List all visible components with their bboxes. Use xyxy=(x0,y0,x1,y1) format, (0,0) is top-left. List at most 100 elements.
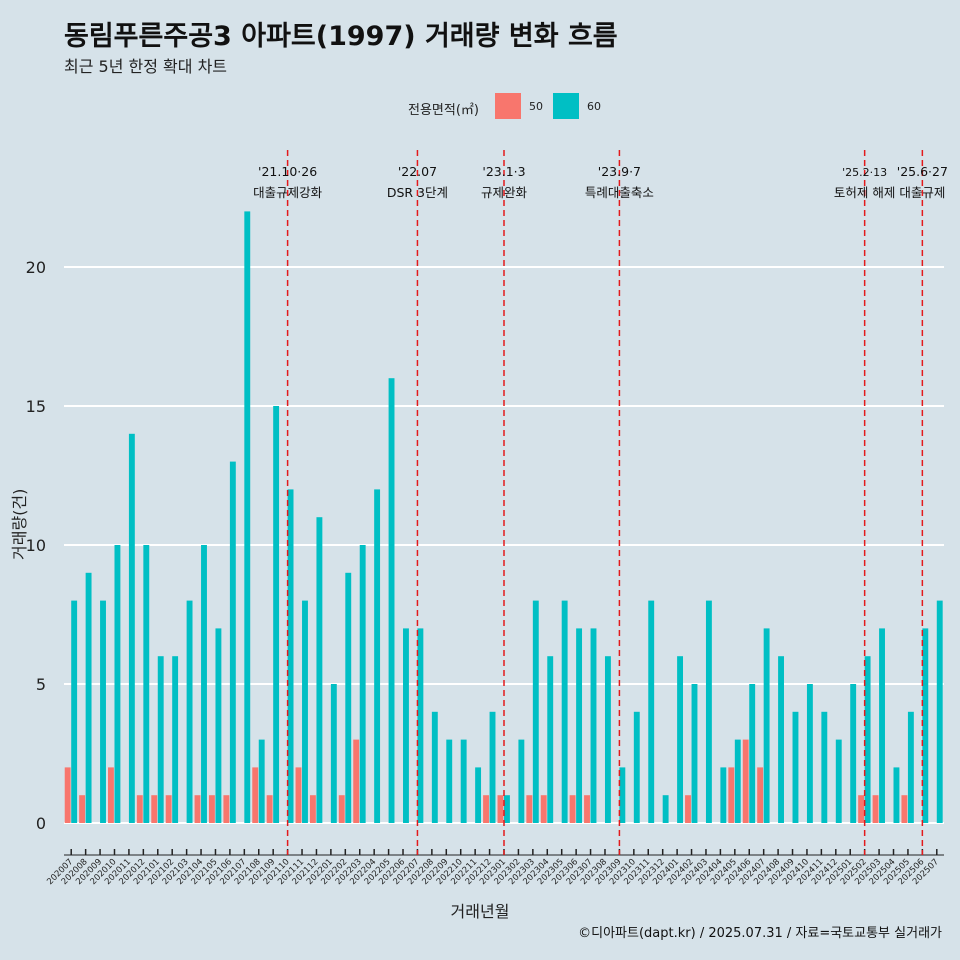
bar-60-202302 xyxy=(518,739,525,823)
bar-60-202405 xyxy=(734,739,741,823)
bar-60-202404 xyxy=(720,767,727,823)
bar-60-202501 xyxy=(850,684,857,823)
y-tick-label-20: 20 xyxy=(26,258,46,277)
event-date-202110: '21.10·26 xyxy=(258,164,317,179)
bar-60-202403 xyxy=(705,600,712,823)
bar-60-202203 xyxy=(359,545,366,823)
bar-60-202402 xyxy=(691,684,698,823)
event-date-202207: '22.07 xyxy=(398,164,437,179)
bar-50-202402 xyxy=(685,795,691,823)
bar-60-202301 xyxy=(504,795,510,823)
bar-50-202012 xyxy=(136,795,143,823)
bar-50-202101 xyxy=(151,795,158,823)
event-date-202309: '23.9·7 xyxy=(598,164,641,179)
bar-50-202010 xyxy=(108,767,114,823)
bar-50-202112 xyxy=(309,795,316,823)
bar-60-202310 xyxy=(633,711,640,823)
bar-50-202405 xyxy=(728,767,735,823)
bar-60-202307 xyxy=(590,628,597,823)
bar-50-202202 xyxy=(338,795,345,823)
bar-60-202309 xyxy=(619,767,626,823)
bar-60-202411 xyxy=(821,711,828,823)
legend: 전용면적(㎡) 50 60 xyxy=(0,92,960,122)
bar-60-202503 xyxy=(879,628,885,823)
bar-50-202303 xyxy=(526,795,533,823)
bar-60-202304 xyxy=(547,656,554,823)
chart-subtitle: 최근 5년 한정 확대 차트 xyxy=(64,57,228,76)
chart-title: 동림푸른주공3 아파트(1997) 거래량 변화 흐름 xyxy=(64,21,618,52)
event-date-202301: '23.1·3 xyxy=(482,164,525,179)
event-label-202502: 토허제 해제 xyxy=(834,185,895,200)
bar-60-202504 xyxy=(893,767,900,823)
bar-60-202407 xyxy=(763,628,770,823)
bar-60-202208 xyxy=(431,711,438,823)
event-label-202301: 규제완화 xyxy=(481,185,528,200)
legend-label-50: 50 xyxy=(529,100,543,113)
bar-50-202505 xyxy=(901,795,908,823)
bar-60-202206 xyxy=(403,628,409,823)
bar-60-202507 xyxy=(936,600,943,823)
bar-60-202105 xyxy=(215,628,222,823)
bar-50-202307 xyxy=(584,795,590,823)
bar-50-202111 xyxy=(295,767,302,823)
bar-60-202107 xyxy=(244,211,251,823)
bar-60-202412 xyxy=(835,739,842,823)
bar-60-202211 xyxy=(475,767,482,823)
bar-60-202103 xyxy=(186,600,193,823)
event-date-202502: '25.2·13 xyxy=(842,166,887,179)
bar-60-202102 xyxy=(172,656,179,823)
bar-60-202007 xyxy=(71,600,78,823)
bar-60-202401 xyxy=(677,656,684,823)
bar-60-202108 xyxy=(258,739,265,823)
bar-60-202011 xyxy=(128,433,135,823)
bar-60-202008 xyxy=(85,572,92,823)
bar-50-202104 xyxy=(194,795,201,823)
bar-60-202110 xyxy=(287,489,294,823)
legend-key-60 xyxy=(553,93,579,119)
bar-60-202312 xyxy=(662,795,669,823)
bar-60-202104 xyxy=(201,545,207,823)
bar-60-202209 xyxy=(446,739,453,823)
bar-50-202503 xyxy=(872,795,879,823)
bar-60-202111 xyxy=(302,600,308,823)
bar-60-202308 xyxy=(604,656,611,823)
legend-key-50 xyxy=(495,93,521,119)
bar-60-202106 xyxy=(229,461,236,823)
event-date-202506: '25.6·27 xyxy=(897,164,948,179)
y-tick-label-15: 15 xyxy=(26,397,46,416)
bar-60-202012 xyxy=(143,545,150,823)
y-tick-label-10: 10 xyxy=(26,536,46,555)
caption: ©디아파트(dapt.kr) / 2025.07.31 / 자료=국토교통부 실… xyxy=(578,926,942,941)
bar-60-202506 xyxy=(922,628,929,823)
bar-60-202311 xyxy=(648,600,655,823)
bar-60-202505 xyxy=(907,711,914,823)
event-label-202506: 대출규제 xyxy=(899,185,945,200)
bar-50-202306 xyxy=(569,795,576,823)
bar-60-202212 xyxy=(489,711,496,823)
bar-60-202305 xyxy=(561,600,568,823)
event-label-202110: 대출규제강화 xyxy=(253,185,323,200)
bar-50-202203 xyxy=(353,739,360,823)
x-axis-label: 거래년월 xyxy=(450,902,510,921)
legend-label-60: 60 xyxy=(587,100,601,113)
bar-60-202207 xyxy=(417,628,424,823)
event-label-202207: DSR 3단계 xyxy=(387,185,448,200)
bar-60-202303 xyxy=(532,600,539,823)
bar-60-202202 xyxy=(345,572,352,823)
bar-60-202201 xyxy=(330,684,337,823)
bar-50-202008 xyxy=(79,795,86,823)
bar-50-202304 xyxy=(540,795,547,823)
bar-60-202205 xyxy=(388,378,395,823)
event-label-202309: 특례대출축소 xyxy=(585,185,654,200)
legend-title: 전용면적(㎡) xyxy=(408,103,479,118)
bar-50-202407 xyxy=(757,767,764,823)
bar-50-202502 xyxy=(858,795,865,823)
y-tick-label-5: 5 xyxy=(36,675,46,694)
bar-60-202101 xyxy=(157,656,164,823)
bar-50-202108 xyxy=(252,767,259,823)
bar-60-202109 xyxy=(273,406,280,823)
bar-60-202009 xyxy=(100,600,106,823)
bar-60-202306 xyxy=(576,628,583,823)
bar-50-202007 xyxy=(64,767,71,823)
